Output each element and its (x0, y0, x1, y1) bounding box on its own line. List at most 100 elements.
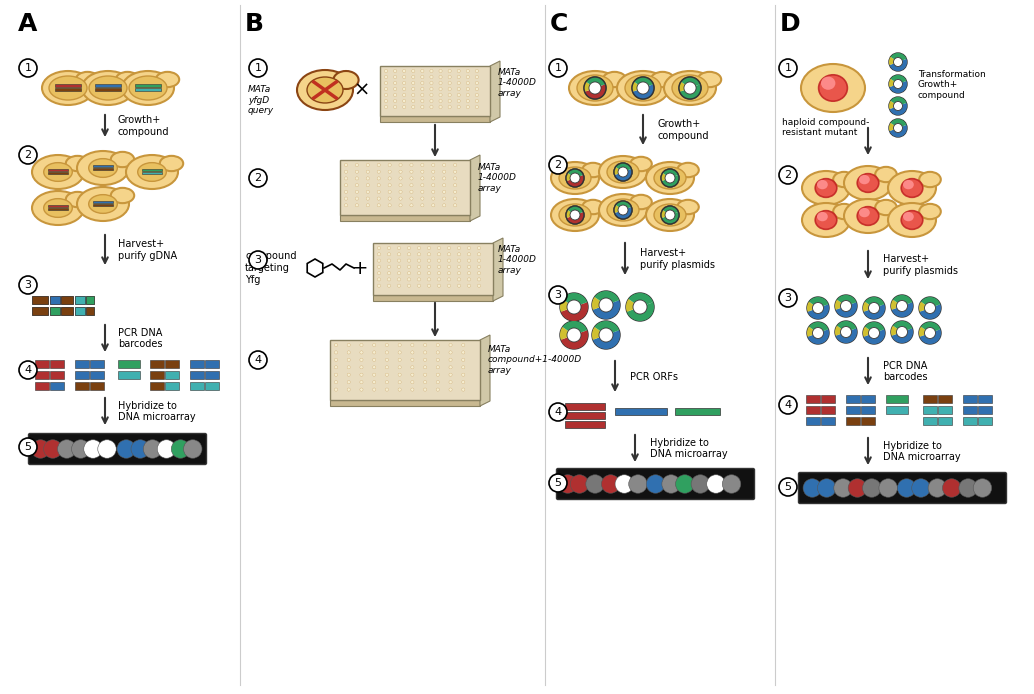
Circle shape (334, 358, 337, 362)
Circle shape (427, 246, 430, 250)
Circle shape (386, 366, 389, 369)
Ellipse shape (903, 180, 914, 189)
Circle shape (457, 259, 460, 262)
Circle shape (448, 69, 451, 73)
Circle shape (454, 203, 457, 207)
Ellipse shape (819, 75, 848, 101)
Polygon shape (614, 207, 632, 219)
Bar (86, 307, 94, 315)
Ellipse shape (66, 156, 89, 171)
Circle shape (549, 156, 567, 174)
Circle shape (377, 278, 381, 281)
Circle shape (454, 183, 457, 187)
Bar (50, 371, 64, 379)
Polygon shape (661, 173, 666, 181)
Circle shape (549, 59, 567, 77)
Ellipse shape (617, 71, 669, 105)
Circle shape (397, 265, 400, 269)
Ellipse shape (559, 204, 591, 226)
Ellipse shape (551, 162, 599, 194)
Circle shape (599, 298, 613, 312)
Text: 2: 2 (554, 160, 561, 170)
Circle shape (448, 259, 451, 262)
Bar (32, 307, 48, 315)
Circle shape (665, 210, 675, 220)
Ellipse shape (802, 203, 850, 237)
Circle shape (386, 351, 389, 354)
Ellipse shape (129, 76, 168, 100)
Circle shape (448, 94, 451, 96)
Circle shape (385, 81, 388, 85)
Text: 3: 3 (554, 290, 561, 300)
Polygon shape (808, 304, 829, 319)
Circle shape (779, 166, 797, 184)
Circle shape (431, 203, 435, 207)
Circle shape (478, 259, 481, 262)
Circle shape (407, 284, 410, 287)
Circle shape (377, 246, 381, 250)
Circle shape (412, 69, 415, 73)
Circle shape (841, 326, 852, 337)
Circle shape (549, 474, 567, 492)
Ellipse shape (630, 157, 651, 171)
Circle shape (398, 366, 401, 369)
Bar (74, 307, 85, 315)
Bar (150, 371, 164, 379)
Circle shape (427, 284, 430, 287)
Bar (61, 307, 73, 315)
Polygon shape (629, 293, 653, 305)
Ellipse shape (43, 198, 72, 217)
Circle shape (560, 293, 588, 321)
Bar (118, 360, 140, 368)
Text: ×: × (354, 81, 370, 99)
Circle shape (356, 170, 359, 174)
Circle shape (461, 358, 465, 362)
Circle shape (344, 170, 347, 174)
Bar (50, 360, 64, 368)
Bar (330, 340, 480, 400)
Ellipse shape (77, 187, 129, 221)
Circle shape (466, 105, 469, 108)
Circle shape (592, 321, 620, 349)
Circle shape (869, 328, 880, 339)
Circle shape (388, 163, 391, 167)
Circle shape (356, 183, 359, 187)
Ellipse shape (111, 188, 134, 203)
Circle shape (896, 301, 908, 312)
Polygon shape (893, 321, 912, 330)
Circle shape (478, 271, 481, 275)
Circle shape (344, 177, 347, 180)
Circle shape (454, 197, 457, 200)
Bar (93, 201, 113, 203)
Ellipse shape (902, 178, 922, 197)
Circle shape (436, 366, 439, 369)
Circle shape (388, 183, 391, 187)
Circle shape (377, 253, 381, 256)
Circle shape (665, 173, 675, 183)
Text: 3: 3 (25, 280, 31, 290)
Circle shape (377, 177, 381, 180)
Circle shape (407, 259, 410, 262)
Polygon shape (681, 77, 700, 86)
Circle shape (388, 253, 391, 256)
Polygon shape (891, 325, 898, 336)
Circle shape (399, 177, 402, 180)
Ellipse shape (821, 76, 835, 90)
Circle shape (356, 177, 359, 180)
Circle shape (443, 170, 446, 174)
Ellipse shape (815, 178, 837, 197)
Circle shape (586, 475, 604, 493)
Circle shape (356, 163, 359, 167)
Circle shape (476, 94, 479, 96)
Circle shape (448, 99, 451, 103)
Polygon shape (566, 173, 571, 181)
Circle shape (439, 76, 443, 78)
Circle shape (410, 344, 414, 346)
Polygon shape (889, 103, 907, 115)
Circle shape (437, 265, 440, 269)
Circle shape (58, 440, 75, 458)
Circle shape (334, 366, 337, 369)
Ellipse shape (551, 199, 599, 231)
Bar (32, 307, 48, 315)
Bar (48, 205, 68, 208)
